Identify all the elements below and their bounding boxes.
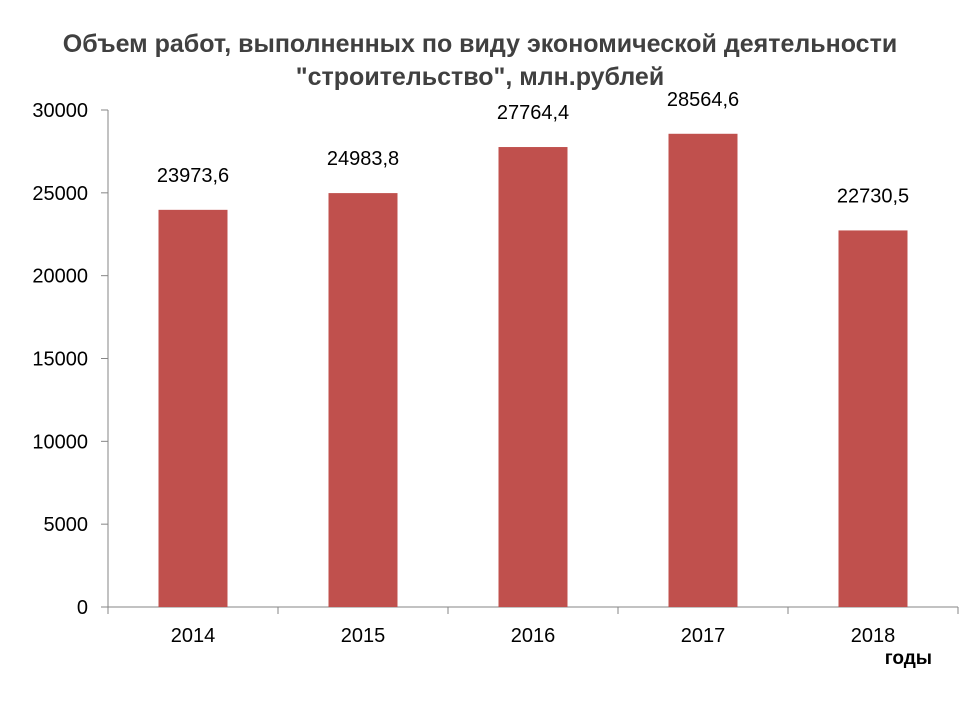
y-tick-label: 15000 [32, 349, 88, 371]
chart-title-line2: "строительство", млн.рублей [295, 63, 665, 91]
y-tick-label: 20000 [32, 266, 88, 288]
x-tick-label: 2017 [681, 625, 726, 647]
bar-2014 [158, 209, 228, 608]
data-label: 27764,4 [497, 102, 569, 124]
data-label: 23973,6 [157, 165, 229, 187]
y-tick-label: 25000 [32, 183, 88, 205]
y-tick-label: 5000 [44, 514, 89, 536]
bar-2017 [668, 133, 738, 608]
bar-2018 [838, 230, 908, 607]
x-tick-label: 2015 [341, 625, 386, 647]
chart-title: Объем работ, выполненных по виду экономи… [0, 28, 960, 94]
data-label: 28564,6 [667, 89, 739, 111]
x-tick-label: 2018 [851, 625, 896, 647]
y-tick-label: 0 [77, 597, 88, 619]
y-tick-label: 30000 [32, 100, 88, 122]
x-axis-label: годы [885, 648, 932, 669]
bar-2015 [328, 193, 398, 607]
bar-2016 [498, 147, 568, 607]
x-tick-label: 2016 [511, 625, 556, 647]
chart-title-line1: Объем работ, выполненных по виду экономи… [62, 30, 898, 58]
x-tick-label: 2014 [171, 625, 216, 647]
y-tick-label: 10000 [32, 431, 88, 453]
data-label: 24983,8 [327, 148, 399, 170]
data-label: 22730,5 [837, 185, 909, 207]
